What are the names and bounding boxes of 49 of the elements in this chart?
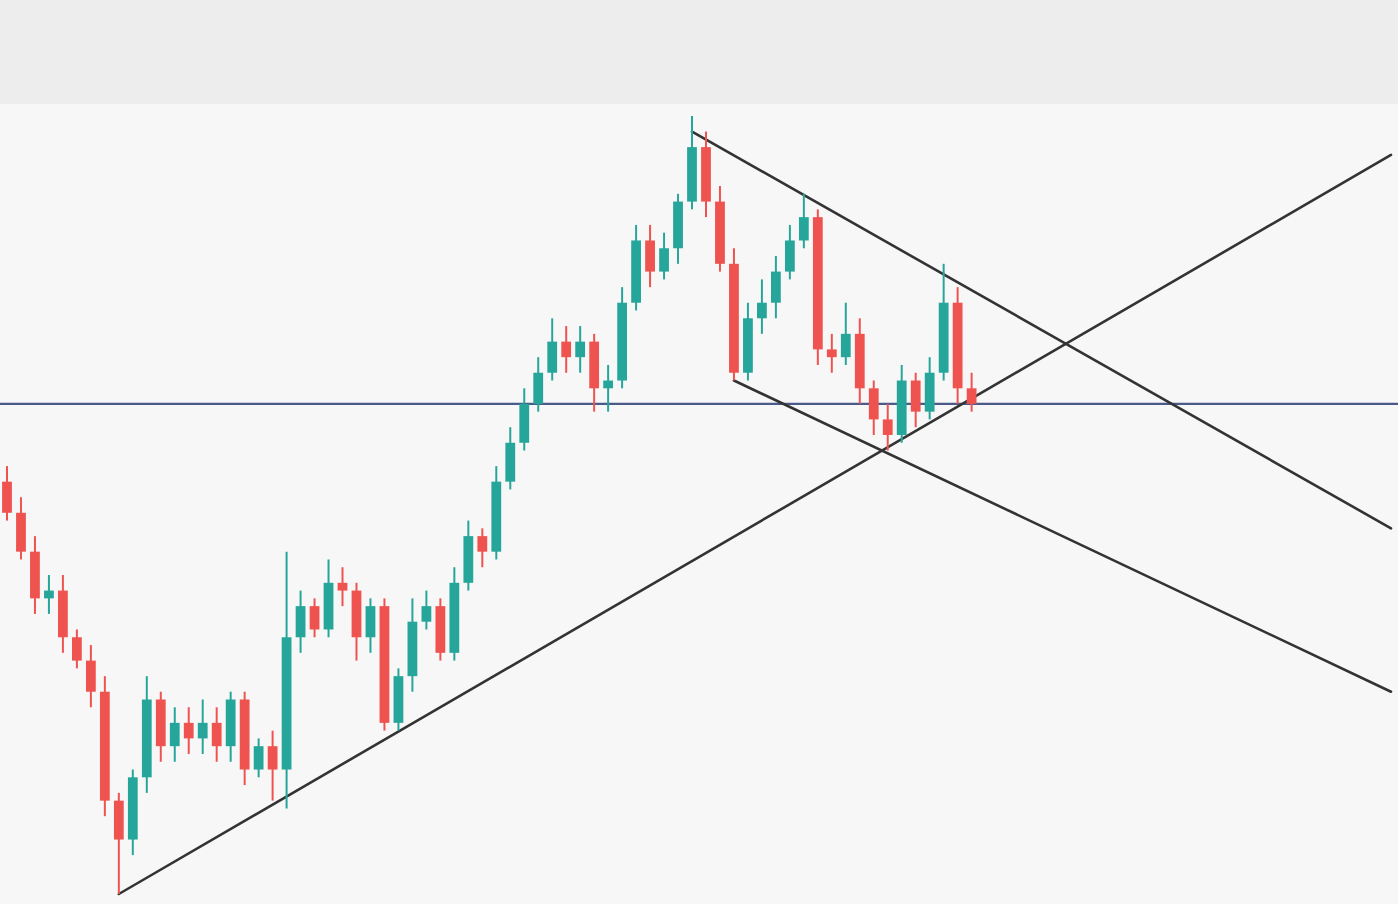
candlestick <box>840 301 851 366</box>
candlestick <box>155 690 166 763</box>
candlestick <box>253 737 264 779</box>
candlestick <box>561 325 572 374</box>
candlestick <box>477 527 488 569</box>
candlestick <box>575 325 586 374</box>
candlestick <box>323 558 334 639</box>
candlestick <box>197 698 208 755</box>
candlestick <box>547 317 558 382</box>
candlestick <box>966 371 977 413</box>
candlestick <box>798 192 809 250</box>
candlestick <box>2 465 12 522</box>
candlestick <box>505 426 516 491</box>
candlestick <box>393 667 404 732</box>
candlestick <box>351 581 362 662</box>
candlestick <box>868 379 879 436</box>
candlestick <box>603 363 614 413</box>
candlestick <box>589 332 600 413</box>
candlestick <box>421 589 432 631</box>
candlestick <box>784 223 795 281</box>
candlestick <box>295 589 306 654</box>
candlestick <box>673 192 683 265</box>
candlestick <box>309 597 320 639</box>
candlestick <box>882 402 893 452</box>
candlestick <box>211 706 222 763</box>
candlestick <box>533 356 544 413</box>
candlestick <box>757 278 767 335</box>
candlestick <box>72 628 82 670</box>
candlestick <box>225 690 236 763</box>
candlestick <box>645 223 655 289</box>
candlestick <box>44 574 54 615</box>
candlestick <box>924 356 935 421</box>
candlestick <box>183 706 194 755</box>
candlestick <box>16 496 26 561</box>
candlestick <box>267 729 278 802</box>
candlestick <box>58 574 68 654</box>
candlestick <box>771 255 781 320</box>
candlestick <box>365 597 376 654</box>
candlestick <box>169 706 180 763</box>
candlestick <box>910 371 921 429</box>
candlestick <box>826 332 837 374</box>
candlestick <box>113 791 124 895</box>
candlestick <box>463 519 474 592</box>
candlestick <box>435 597 446 662</box>
candlestick <box>659 231 669 281</box>
candlestick <box>337 566 348 608</box>
candlestick <box>30 535 40 615</box>
candlestick <box>85 644 96 709</box>
candlestick <box>519 387 530 452</box>
